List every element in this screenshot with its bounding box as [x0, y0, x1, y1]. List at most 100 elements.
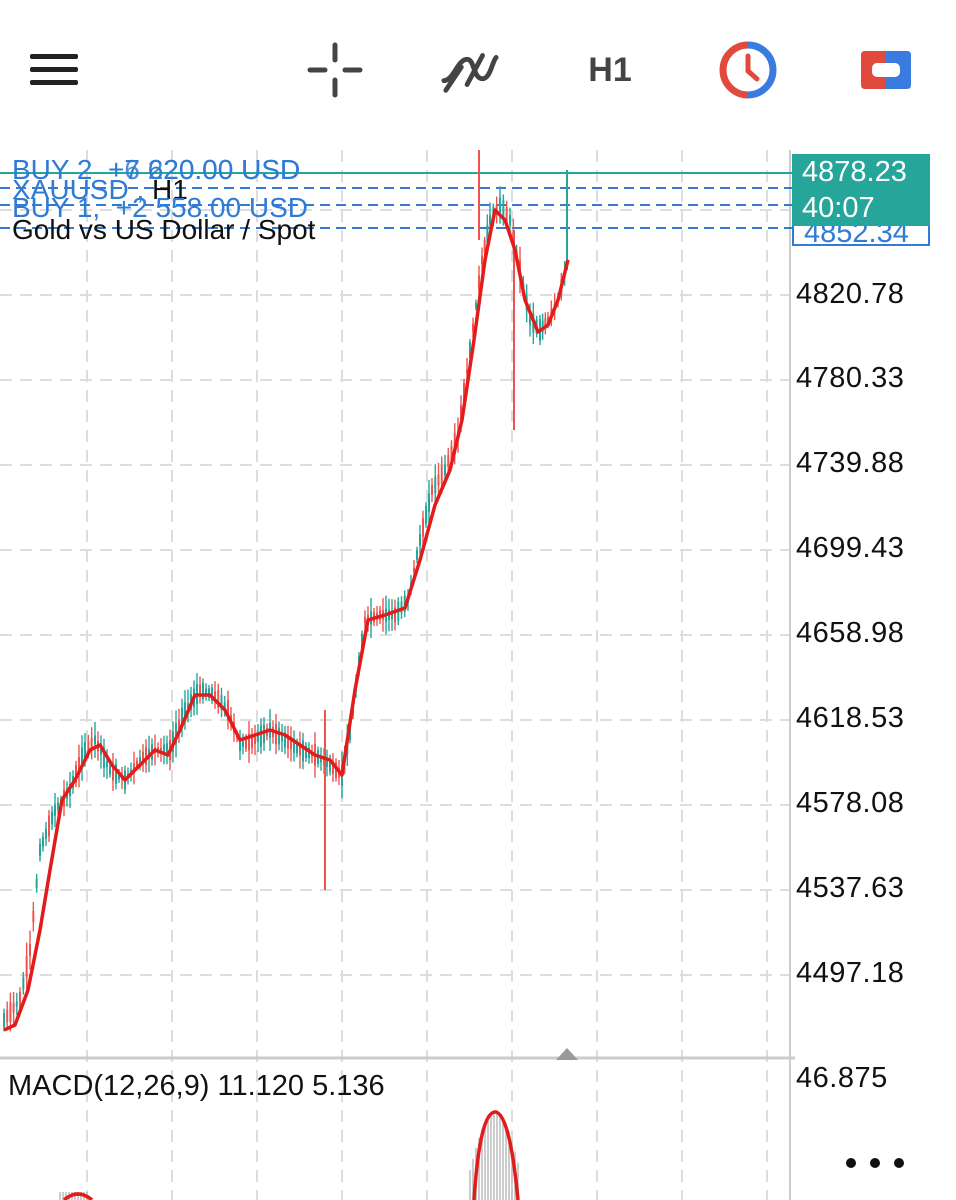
- candle-body: [118, 772, 120, 780]
- candle-body: [187, 703, 189, 709]
- candle-body: [208, 688, 210, 698]
- candle-body: [499, 197, 501, 213]
- candle-body: [51, 811, 53, 825]
- candle-body: [202, 683, 204, 699]
- candle-body: [227, 699, 229, 721]
- candle-body: [94, 735, 96, 745]
- candle-body: [39, 843, 41, 857]
- candle-body: [486, 224, 489, 242]
- candle-body: [81, 747, 83, 769]
- price-tick: 4578.08: [796, 787, 905, 819]
- candle-body: [332, 761, 334, 774]
- price-chart[interactable]: BUY 2 +7 620.00 USD BUY 2 +6 220.00 USD …: [0, 150, 956, 1200]
- candle-body: [181, 707, 183, 729]
- candle-body: [136, 760, 138, 768]
- trade-icon[interactable]: [856, 40, 916, 100]
- candle-body: [287, 734, 289, 750]
- current-price-tag: 4878.23 40:07: [792, 154, 930, 226]
- candle-body: [278, 727, 280, 745]
- clock-icon[interactable]: [718, 40, 778, 100]
- candle-body: [84, 742, 86, 758]
- candle-body: [547, 316, 549, 324]
- price-tick: 4537.63: [796, 872, 905, 904]
- candle-body: [42, 837, 44, 847]
- order-label-buy2-a: BUY 2 +7 620.00 USD: [12, 154, 301, 185]
- candle-body: [444, 464, 446, 476]
- candle-body: [112, 763, 114, 781]
- candle-body: [45, 828, 47, 840]
- candle-body: [115, 764, 117, 784]
- candle-body: [450, 445, 453, 460]
- candle-body: [48, 815, 50, 837]
- candle-body: [394, 607, 396, 623]
- chart-canvas[interactable]: [0, 150, 956, 1200]
- price-tick: 4780.33: [796, 362, 905, 394]
- candle-body: [87, 741, 90, 752]
- macd-signal-line: [62, 1192, 94, 1200]
- candle-body: [175, 723, 177, 745]
- indicators-icon[interactable]: [440, 40, 500, 100]
- candle-body: [211, 687, 213, 701]
- price-tick: 4618.53: [796, 702, 905, 734]
- price-tick: 4739.88: [796, 447, 905, 479]
- candle-body: [437, 474, 440, 486]
- price-tick: 4699.43: [796, 532, 905, 564]
- candle-body: [302, 740, 304, 762]
- candle-body: [529, 315, 531, 325]
- candle-body: [78, 757, 80, 775]
- top-toolbar: H1: [0, 0, 956, 140]
- candle-body: [239, 738, 241, 752]
- more-options-icon[interactable]: [846, 1158, 904, 1168]
- symbol-title: XAUUSD , H1: [12, 174, 188, 205]
- candle-body: [489, 215, 491, 225]
- candle-body: [103, 748, 105, 768]
- candle-body: [75, 765, 77, 783]
- candle-body: [391, 610, 393, 620]
- candle-body: [184, 702, 186, 718]
- candle-body: [199, 684, 201, 696]
- candle-body: [166, 743, 168, 757]
- candle-body: [475, 302, 477, 308]
- candle-body: [329, 758, 331, 772]
- candle-body: [428, 493, 430, 512]
- candle-body: [15, 1001, 18, 1007]
- candle-body: [106, 760, 108, 768]
- candle-body: [220, 695, 223, 710]
- symbol-description: Gold vs US Dollar / Spot: [12, 214, 316, 245]
- menu-icon[interactable]: [22, 40, 82, 100]
- candle-body: [472, 323, 474, 332]
- candle-body: [254, 735, 256, 745]
- candle-body: [245, 737, 247, 749]
- candle-body: [447, 455, 450, 468]
- candle-body: [425, 506, 427, 524]
- crosshair-icon[interactable]: [305, 40, 365, 100]
- candle-body: [32, 910, 35, 923]
- candle-body: [35, 878, 38, 888]
- candle-body: [90, 737, 93, 749]
- macd-label: MACD(12,26,9) 11.120 5.136: [8, 1070, 385, 1102]
- candle-body: [248, 733, 250, 751]
- order-label-buy2-b: BUY 2 +6 220.00 USD: [107, 154, 301, 185]
- candle-body: [100, 749, 102, 755]
- candle-body: [163, 744, 165, 756]
- candle-body: [431, 485, 433, 495]
- candle-body: [364, 616, 366, 624]
- candle-body: [422, 518, 424, 537]
- candle-body: [293, 739, 295, 753]
- candle-body: [160, 747, 162, 753]
- candle-body: [9, 1002, 12, 1022]
- candle-body: [544, 318, 547, 329]
- candle-body: [3, 1012, 5, 1028]
- candle-body: [509, 214, 511, 226]
- candle-body: [223, 702, 226, 710]
- candle-body: [12, 1003, 15, 1013]
- timeframe-selector[interactable]: H1: [588, 50, 632, 89]
- candle-body: [505, 206, 508, 224]
- candle-body: [305, 746, 307, 758]
- candle-body: [290, 738, 292, 750]
- candle-body: [275, 723, 277, 745]
- candle-body: [22, 976, 25, 990]
- candle-body: [25, 956, 28, 978]
- candle-body: [481, 255, 483, 265]
- candle-body: [326, 759, 328, 767]
